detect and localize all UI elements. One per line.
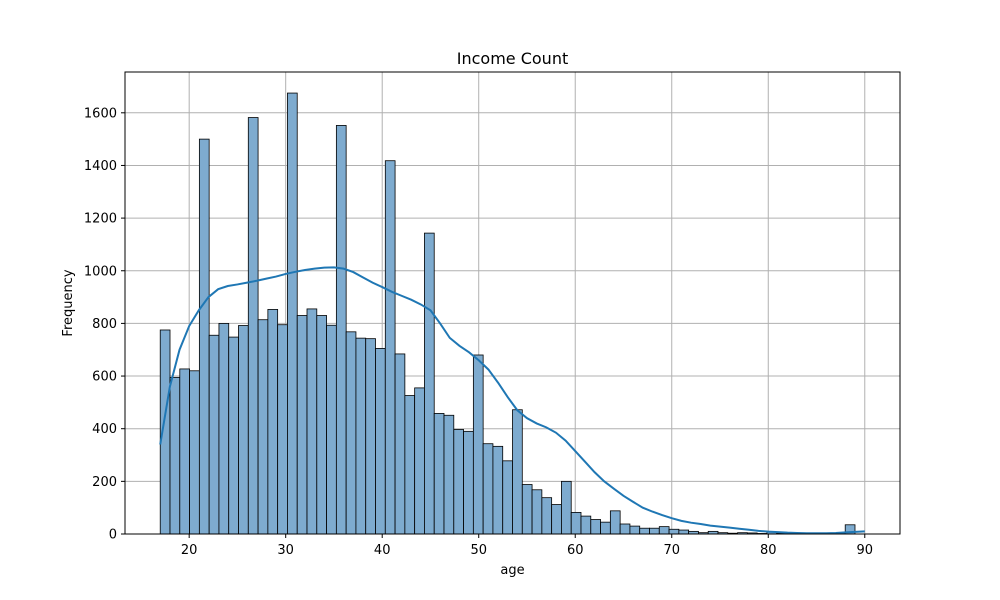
kde-line [159, 266, 865, 535]
histogram-bar [502, 460, 513, 535]
y-tick-label: 1400 [84, 159, 117, 174]
histogram-bar [463, 430, 474, 535]
histogram-bar [345, 331, 357, 535]
histogram-bar [238, 325, 249, 535]
histogram-bar [561, 480, 572, 535]
histogram-bar [521, 484, 533, 535]
histogram-bar [335, 125, 347, 535]
histogram-bar [531, 489, 543, 535]
y-tick-label: 1200 [84, 212, 117, 227]
y-tick-label: 1000 [84, 264, 117, 279]
x-tick-label: 80 [760, 543, 777, 558]
x-tick-label: 70 [663, 543, 680, 558]
histogram-bar [639, 527, 650, 535]
kde-layer [159, 266, 865, 535]
histogram-bar [247, 117, 259, 535]
histogram-bar [580, 515, 592, 535]
histogram-bar [512, 409, 523, 535]
histogram-bar [218, 323, 230, 535]
histogram-bar [355, 337, 367, 535]
histogram-bar [277, 324, 288, 535]
histogram-bar [492, 445, 504, 535]
histogram-bar [453, 429, 464, 535]
histogram-bar [472, 354, 484, 535]
y-tick-label: 400 [92, 422, 117, 437]
histogram-bar [541, 497, 553, 535]
histogram-bar [198, 138, 210, 535]
histogram-bar [306, 308, 318, 535]
histogram-bar [629, 525, 641, 535]
y-axis-title: Frequency [61, 269, 76, 336]
x-tick-label: 50 [470, 543, 487, 558]
histogram-bar [316, 315, 327, 535]
x-tick-label: 30 [277, 543, 294, 558]
histogram-bar [394, 353, 406, 535]
histogram-bar [365, 338, 376, 535]
histogram-bar [375, 348, 386, 535]
histogram-bar [267, 309, 279, 535]
y-tick-label: 200 [92, 475, 117, 490]
histogram-bar [433, 413, 445, 535]
histogram-bar [326, 324, 337, 535]
histogram-bar [179, 368, 190, 535]
histogram-bar [609, 510, 621, 535]
x-tick-label: 20 [181, 543, 198, 558]
histogram-bar [414, 387, 425, 535]
x-tick-label: 90 [856, 543, 873, 558]
histogram-bar [668, 528, 680, 535]
y-tick-label: 1600 [84, 106, 117, 121]
bars-layer [159, 92, 856, 535]
plot-frame [124, 71, 901, 535]
histogram-bar [619, 523, 631, 535]
histogram-bar [169, 376, 181, 535]
histogram-bar [287, 92, 298, 535]
histogram-bar [424, 232, 435, 535]
x-tick-label: 40 [374, 543, 391, 558]
histogram-bar [228, 336, 239, 535]
histogram-bar [208, 334, 220, 535]
y-tick-label: 800 [92, 317, 117, 332]
x-tick-label: 60 [567, 543, 584, 558]
histogram-bar [257, 319, 269, 535]
histogram-bar [443, 414, 455, 535]
histogram-bar [678, 529, 690, 535]
ticks-layer: 20 30 40 50 60 70 80 90 0 200 400 600 800 1000 1200 140… [84, 106, 873, 558]
x-axis-title: age [500, 563, 524, 578]
histogram-bar [551, 504, 562, 535]
histogram-bar [570, 512, 582, 535]
histogram-bar [600, 521, 611, 535]
histogram-bar [384, 160, 396, 535]
histogram-bar [482, 443, 494, 535]
histogram-bar [658, 526, 670, 535]
chart-title: Income Count [457, 49, 568, 68]
y-tick-label: 600 [92, 370, 117, 385]
histogram-bar [590, 519, 601, 535]
histogram-bar [649, 527, 660, 535]
y-tick-label: 0 [109, 528, 117, 543]
histogram-bar [296, 315, 308, 535]
histogram-bar [189, 370, 200, 535]
histogram-bar [404, 395, 416, 535]
